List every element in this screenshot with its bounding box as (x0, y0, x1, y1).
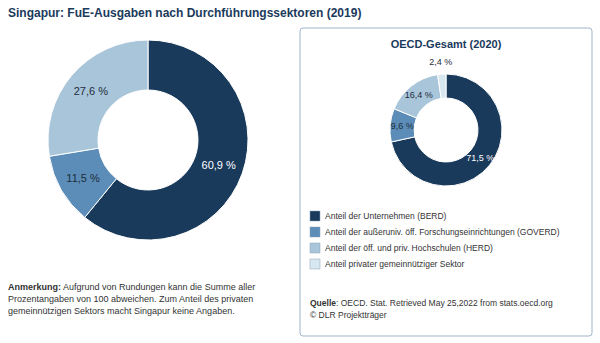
slice (394, 75, 441, 118)
annotation-text: : OECD. Stat. Retrieved May 25,2022 from… (336, 298, 553, 308)
slice (438, 74, 446, 98)
data-label: 9,6 % (391, 121, 414, 131)
data-label: 16,4 % (405, 90, 433, 100)
legend-swatch (310, 259, 320, 269)
title: Singapur: FuE-Ausgaben nach Durchführung… (8, 6, 361, 20)
title: OECD-Gesamt (2020) (391, 38, 502, 50)
data-label: 2,4 % (429, 57, 452, 67)
slice (48, 40, 148, 156)
annotation-text: © DLR Projektträger (310, 310, 387, 320)
slice (49, 148, 116, 217)
legend-swatch (310, 227, 320, 237)
annotation-text: Prozentangaben von 100 abweichen. Zum An… (8, 294, 253, 304)
legend-swatch (310, 211, 320, 221)
panel-frame (300, 28, 592, 336)
data-labels: 71,5 % 9,6 % 16,4 % 2,4 % (391, 57, 495, 162)
annotation-text: Aufgrund von Rundungen kann die Summe al… (61, 282, 255, 292)
data-label: 27,6 % (74, 85, 108, 97)
annotation-label: Anmerkung: (8, 282, 61, 292)
annotation: Quelle: OECD. Stat. Retrieved May 25,202… (310, 298, 553, 320)
annotation-text: gemeinnützigen Sektors macht Singapur ke… (8, 306, 235, 316)
chart: Singapur: FuE-Ausgaben nach Durchführung… (0, 0, 600, 343)
legend-entry: Anteil privater gemeinnütziger Sektor (325, 259, 465, 269)
data-labels: 60,9 % 11,5 % 27,6 % (66, 85, 236, 183)
annotation: Anmerkung: Aufgrund von Rundungen kann d… (8, 282, 255, 316)
slice (391, 74, 502, 186)
data-label: 11,5 % (66, 172, 100, 184)
legend-entry: Anteil der Unternehmen (BERD) (325, 211, 447, 221)
data-label: 71,5 % (466, 153, 494, 163)
donut (390, 74, 502, 186)
legend-entry: Anteil der öff. und priv. Hochschulen (H… (325, 243, 493, 253)
data-label: 60,9 % (202, 159, 236, 171)
legend-swatch (310, 243, 320, 253)
legend-entry: Anteil der außeruniv. öff. Forschungsein… (325, 227, 560, 237)
annotation-label: Quelle (310, 298, 336, 308)
legend: Anteil der Unternehmen (BERD) Anteil der … (310, 211, 560, 269)
donut (48, 40, 248, 240)
